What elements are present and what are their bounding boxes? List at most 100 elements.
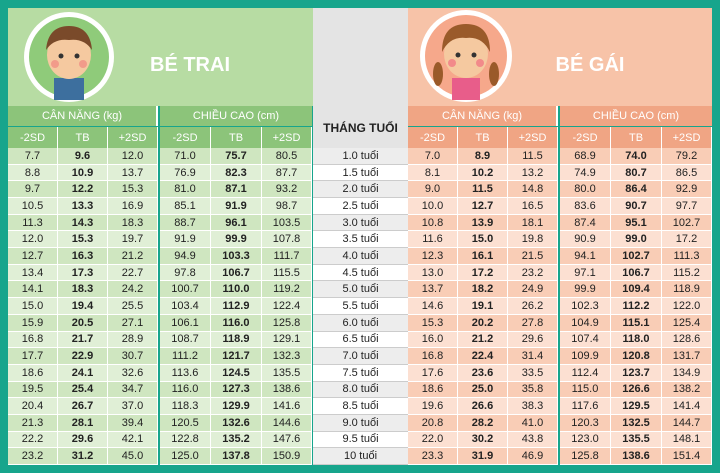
- girls-cell: 102.7: [611, 248, 662, 265]
- boys-cell: 18.6: [8, 364, 58, 382]
- age-cell: 3.5 tuổi: [313, 231, 408, 249]
- boys-cell: 13.3: [58, 198, 108, 215]
- boys-cell: 22.2: [8, 431, 58, 449]
- girls-cell: 31.4: [508, 348, 558, 365]
- boys-cell: 82.3: [211, 164, 262, 182]
- girls-cell: 92.9: [662, 181, 712, 199]
- girls-cell: 125.8: [560, 448, 611, 465]
- boys-cell: 150.9: [262, 448, 312, 465]
- girls-cell: 138.2: [662, 381, 712, 399]
- boys-column-header: +2SD: [262, 127, 312, 148]
- boys-cell: 125.8: [262, 314, 312, 332]
- girls-cell: 118.9: [662, 281, 712, 299]
- girls-cell: 29.6: [508, 331, 558, 349]
- boys-column-header: TB: [211, 127, 262, 148]
- boys-cell: 107.8: [262, 231, 312, 249]
- age-cell: 8.5 tuổi: [313, 398, 408, 415]
- girls-cell: 17.6: [408, 364, 458, 382]
- boys-cell: 80.5: [262, 148, 312, 165]
- boys-cell: 15.9: [8, 314, 58, 332]
- boys-cell: 24.2: [108, 281, 158, 299]
- girls-cell: 17.2: [662, 231, 712, 249]
- boys-cell: 24.1: [58, 364, 108, 382]
- girls-column-header: +2SD: [508, 127, 558, 148]
- boys-column-header: -2SD: [160, 127, 211, 148]
- boys-cell: 135.2: [211, 431, 262, 449]
- boys-cell: 31.2: [58, 448, 108, 465]
- girls-column-header: -2SD: [408, 127, 458, 148]
- boys-cell: 20.5: [58, 314, 108, 332]
- girls-cell: 97.7: [662, 198, 712, 215]
- boys-cell: 119.2: [262, 281, 312, 299]
- girls-cell: 46.9: [508, 448, 558, 465]
- boys-cell: 17.3: [58, 264, 108, 282]
- boys-cell: 7.7: [8, 148, 58, 165]
- boys-cell: 97.8: [160, 264, 211, 282]
- girls-cell: 10.2: [458, 164, 508, 182]
- boys-cell: 118.9: [211, 331, 262, 349]
- boys-cell: 45.0: [108, 448, 158, 465]
- boys-cell: 124.5: [211, 364, 262, 382]
- age-cell: 1.0 tuổi: [313, 148, 408, 165]
- girls-cell: 23.3: [408, 448, 458, 465]
- boys-cell: 8.8: [8, 164, 58, 182]
- girls-cell: 30.2: [458, 431, 508, 449]
- boys-cell: 12.0: [8, 231, 58, 249]
- boys-height-label: CHIỀU CAO (cm): [160, 106, 312, 126]
- boys-cell: 121.7: [211, 348, 262, 365]
- boys-cell: 16.3: [58, 248, 108, 265]
- girls-cell: 23.6: [458, 364, 508, 382]
- boys-cell: 25.4: [58, 381, 108, 399]
- boys-cell: 103.5: [262, 214, 312, 232]
- age-cell: 7.5 tuổi: [313, 364, 408, 382]
- girls-column-header: -2SD: [560, 127, 611, 148]
- boys-cell: 20.4: [8, 398, 58, 415]
- girls-cell: 7.0: [408, 148, 458, 165]
- boys-cell: 87.1: [211, 181, 262, 199]
- boys-cell: 122.8: [160, 431, 211, 449]
- boys-weight-label: CÂN NẶNG (kg): [8, 106, 158, 126]
- girls-cell: 104.9: [560, 314, 611, 332]
- boys-cell: 28.9: [108, 331, 158, 349]
- boys-cell: 29.6: [58, 431, 108, 449]
- girls-cell: 74.0: [611, 148, 662, 165]
- girls-cell: 109.9: [560, 348, 611, 365]
- girls-cell: 18.2: [458, 281, 508, 299]
- boys-cell: 10.9: [58, 164, 108, 182]
- girls-cell: 79.2: [662, 148, 712, 165]
- girls-cell: 109.4: [611, 281, 662, 299]
- boys-cell: 91.9: [211, 198, 262, 215]
- boys-cell: 18.3: [108, 214, 158, 232]
- boys-cell: 19.5: [8, 381, 58, 399]
- age-cell: 5.0 tuổi: [313, 281, 408, 299]
- boys-cell: 27.1: [108, 314, 158, 332]
- girls-cell: 12.3: [408, 248, 458, 265]
- boys-cell: 129.9: [211, 398, 262, 415]
- girls-height-label: CHIỀU CAO (cm): [560, 106, 712, 126]
- boys-cell: 34.7: [108, 381, 158, 399]
- girls-cell: 35.8: [508, 381, 558, 399]
- girls-cell: 15.3: [408, 314, 458, 332]
- girls-cell: 90.9: [560, 231, 611, 249]
- boys-cell: 15.3: [58, 231, 108, 249]
- boys-cell: 21.3: [8, 414, 58, 432]
- girls-cell: 95.1: [611, 214, 662, 232]
- girls-cell: 31.9: [458, 448, 508, 465]
- boys-cell: 15.3: [108, 181, 158, 199]
- girls-cell: 117.6: [560, 398, 611, 415]
- girls-cell: 20.8: [408, 414, 458, 432]
- boys-cell: 141.6: [262, 398, 312, 415]
- boys-cell: 118.3: [160, 398, 211, 415]
- girls-cell: 13.7: [408, 281, 458, 299]
- girls-cell: 18.6: [408, 381, 458, 399]
- girls-title: BÉ GÁI: [555, 53, 625, 76]
- girls-cell: 8.1: [408, 164, 458, 182]
- girls-cell: 125.4: [662, 314, 712, 332]
- boys-cell: 21.2: [108, 248, 158, 265]
- boys-cell: 96.1: [211, 214, 262, 232]
- boys-cell: 122.4: [262, 298, 312, 315]
- boys-cell: 13.7: [108, 164, 158, 182]
- boys-cell: 12.0: [108, 148, 158, 165]
- girls-cell: 111.3: [662, 248, 712, 265]
- boys-cell: 111.7: [262, 248, 312, 265]
